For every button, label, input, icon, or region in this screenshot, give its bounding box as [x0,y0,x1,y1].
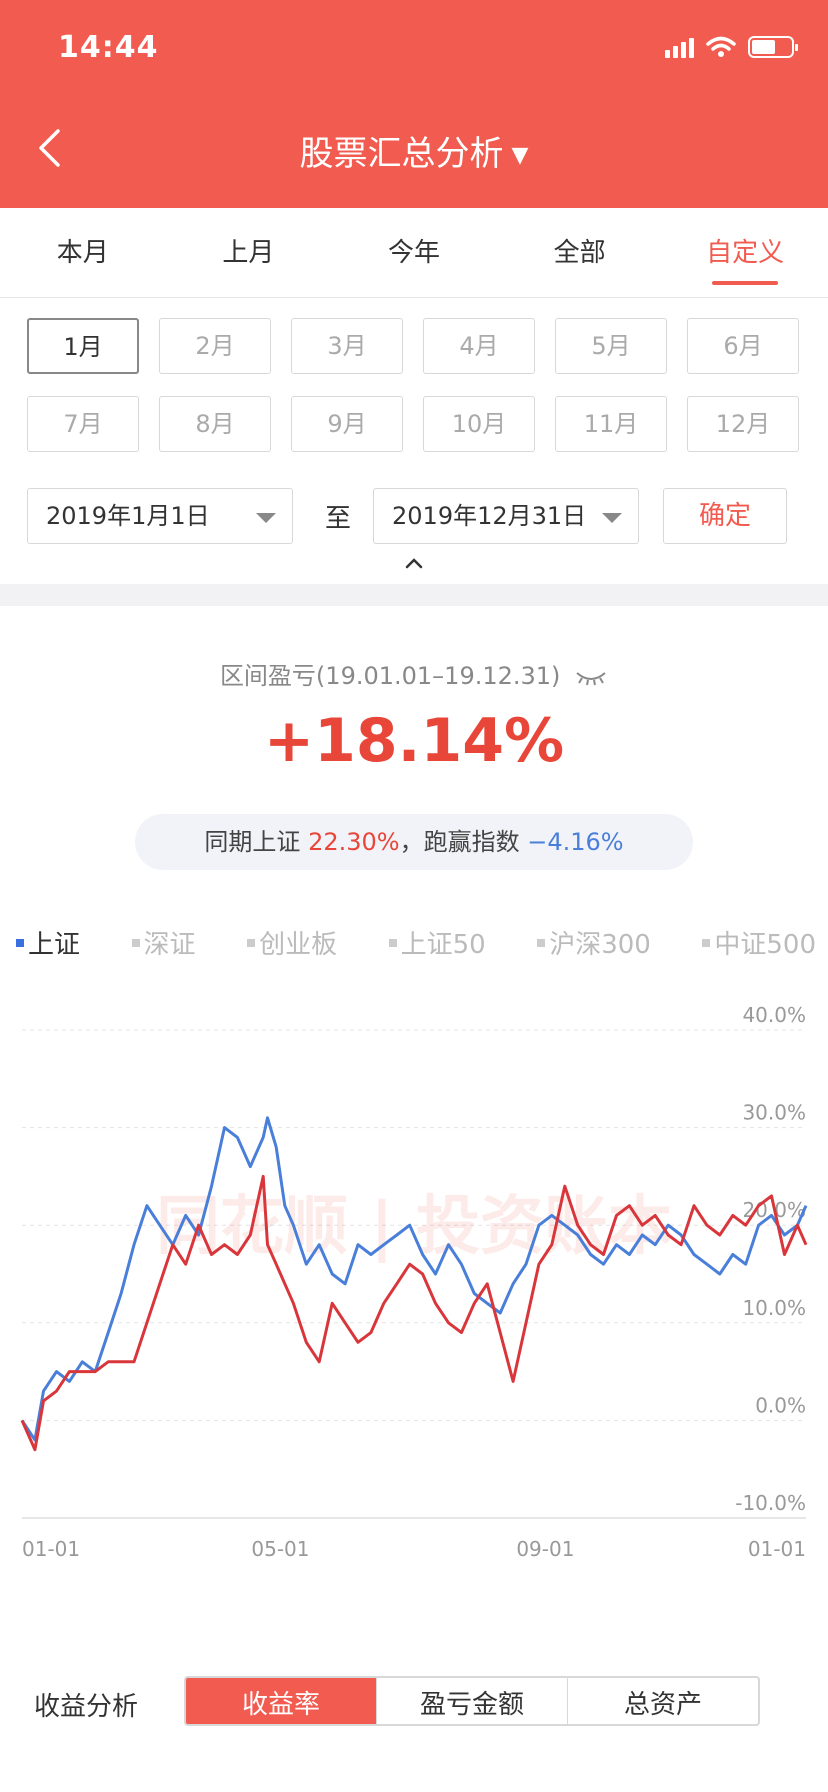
tab-custom[interactable]: 自定义 [662,208,828,297]
battery-icon [748,36,798,58]
compare-mid: ，跑赢指数 [399,828,528,856]
month-button[interactable]: 5月 [555,318,667,374]
eye-closed-icon[interactable] [574,667,608,687]
chart-series [20,1116,808,1452]
legend-item-sh50[interactable]: 上证50 [388,924,486,961]
month-button[interactable]: 1月 [27,318,139,374]
month-button[interactable]: 11月 [555,396,667,452]
y-tick-label: 10.0% [742,1296,806,1320]
summary-section: 区间盈亏(19.01.01–19.12.31) +18.14% 同期上证 22.… [0,606,828,1792]
end-date-value: 2019年12月31日 [392,502,587,530]
start-date-value: 2019年1月1日 [46,502,210,530]
date-range-row: 2019年1月1日 至 2019年12月31日 确定 [27,488,788,544]
return-chart[interactable]: 40.0%30.0%20.0%10.0%0.0%-10.0% 同花顺 | 投资账… [0,986,828,1566]
start-date-select[interactable]: 2019年1月1日 [27,488,293,544]
legend-item-sz[interactable]: 深证 [131,924,196,961]
analysis-label: 收益分析 [34,1692,139,1722]
total-return-percent: +18.14% [263,706,565,776]
legend-square-icon [537,938,546,947]
tab-last-month[interactable]: 上月 [222,238,275,268]
x-tick-label: 05-01 [251,1537,309,1561]
legend-label: 上证 [28,930,81,960]
legend-label: 沪深300 [549,930,651,960]
benchmark-return: 22.30% [308,828,400,856]
legend-item-cyb[interactable]: 创业板 [247,924,337,961]
benchmark-compare: 同期上证 22.30%，跑赢指数 −4.16% [135,814,693,870]
legend-label: 上证50 [400,930,486,960]
month-button[interactable]: 12月 [687,396,799,452]
chart-x-labels: 01-01 05-01 09-01 01-01 [22,1537,806,1561]
month-button[interactable]: 2月 [159,318,271,374]
legend-label: 深证 [143,930,196,960]
month-button[interactable]: 3月 [291,318,403,374]
to-label: 至 [325,503,352,534]
period-tabs: 本月 上月 今年 全部 自定义 [0,208,828,298]
legend-item-sh[interactable]: 上证 [16,924,80,961]
analysis-segmented-control: 收益率 盈亏金额 总资产 [184,1676,760,1726]
legend-square-icon [702,938,711,947]
excess-return: −4.16% [527,828,624,856]
y-tick-label: 30.0% [742,1101,806,1125]
legend-square-icon [388,938,397,947]
range-label: 区间盈亏(19.01.01–19.12.31) [0,656,828,691]
segment-total-assets[interactable]: 总资产 [567,1678,758,1724]
cellular-signal-icon [665,36,694,58]
tab-this-year[interactable]: 今年 [387,238,440,268]
month-button[interactable]: 9月 [291,396,403,452]
month-grid: 1月 2月 3月 4月 5月 6月 7月 8月 9月 10月 11月 12月 [27,318,799,452]
back-button[interactable] [24,118,74,178]
end-date-select[interactable]: 2019年12月31日 [373,488,640,544]
legend-item-zz500[interactable]: 中证500 [702,924,816,961]
legend-item-hs300[interactable]: 沪深300 [537,924,651,961]
range-label-text: 区间盈亏(19.01.01–19.12.31) [219,662,561,690]
benchmark-series-line [20,1116,808,1442]
tab-all[interactable]: 全部 [553,238,606,268]
segment-pnl-amount[interactable]: 盈亏金额 [376,1678,567,1724]
y-tick-label: -10.0% [735,1491,806,1515]
app-header: 14:44 股票汇总分析 ▼ [0,0,828,208]
legend-square-icon [131,938,140,947]
portfolio-series-line [20,1174,808,1452]
month-button[interactable]: 4月 [423,318,535,374]
tab-this-month[interactable]: 本月 [56,238,109,268]
month-button[interactable]: 7月 [27,396,139,452]
dropdown-arrow-icon [602,513,623,523]
y-tick-label: 40.0% [742,1003,806,1027]
legend-square-icon [247,938,256,947]
dropdown-arrow-icon [256,513,276,523]
page-title[interactable]: 股票汇总分析 ▼ [0,126,828,175]
analysis-section: 收益分析 收益率 盈亏金额 总资产 [0,1676,828,1792]
status-icons [665,36,798,58]
collapse-chevron-up-icon[interactable] [404,556,424,570]
compare-prefix: 同期上证 [204,828,309,856]
wifi-icon [706,36,736,57]
x-tick-label: 01-01 [22,1537,80,1561]
y-tick-label: 0.0% [755,1393,806,1417]
month-button[interactable]: 6月 [687,318,799,374]
page-title-text: 股票汇总分析 [299,134,504,174]
legend-label: 创业板 [259,930,338,960]
x-tick-label: 01-01 [748,1537,806,1561]
month-button[interactable]: 8月 [159,396,271,452]
custom-range-panel: 1月 2月 3月 4月 5月 6月 7月 8月 9月 10月 11月 12月 2… [0,298,828,584]
month-button[interactable]: 10月 [423,396,535,452]
status-time: 14:44 [58,30,159,65]
caret-down-icon: ▼ [511,143,529,168]
legend-square-icon [16,938,24,947]
confirm-button[interactable]: 确定 [663,488,788,544]
legend-label: 中证500 [714,930,816,960]
watermark-text: 同花顺 | 投资账本 [156,1190,672,1264]
segment-return-rate[interactable]: 收益率 [186,1678,376,1724]
chevron-left-icon [39,129,60,167]
x-tick-label: 09-01 [516,1537,574,1561]
index-legend: 上证 深证 创业板 上证50 沪深300 中证500 [16,924,816,961]
